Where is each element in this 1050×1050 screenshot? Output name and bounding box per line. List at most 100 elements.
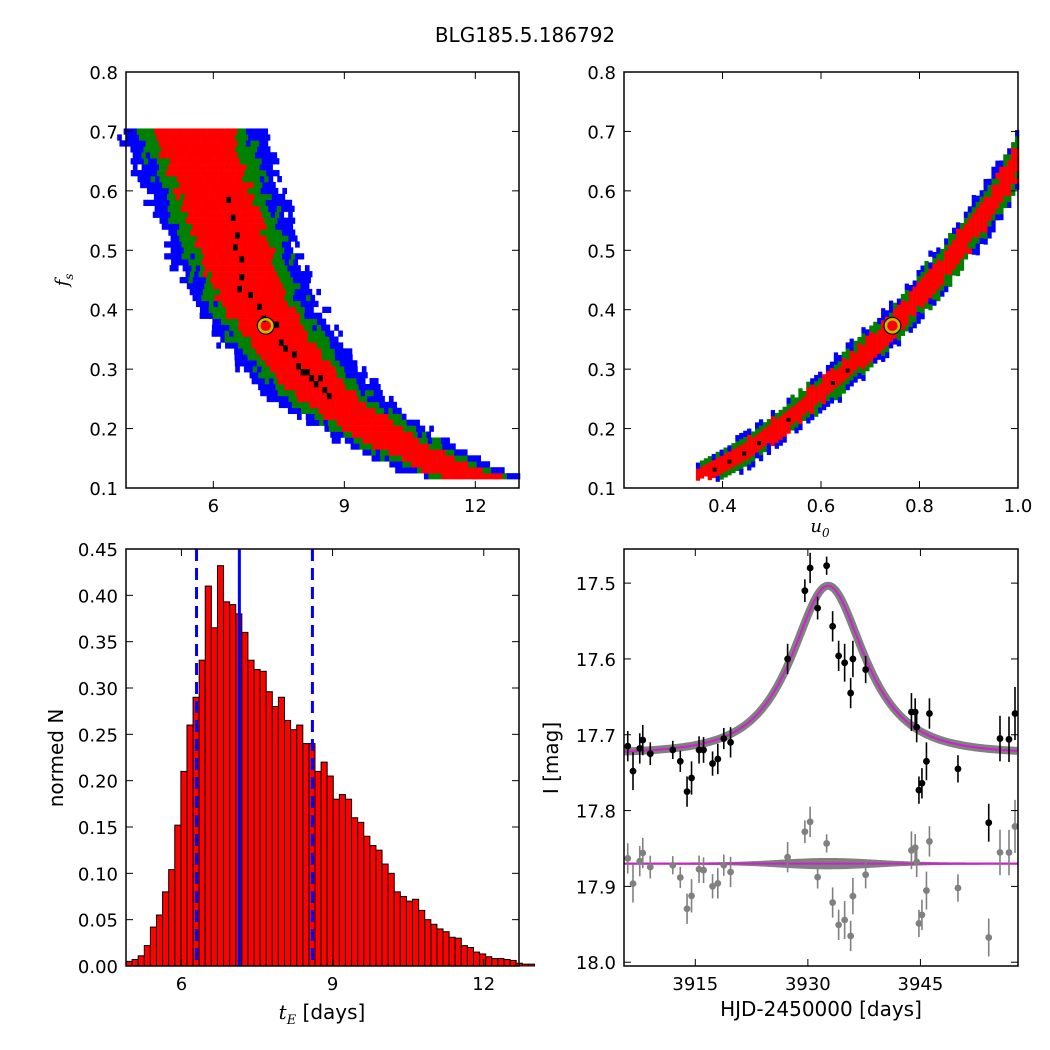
fs-u0-cell — [735, 440, 740, 448]
fs-tE-cell — [213, 211, 219, 218]
fs-tE-cell — [158, 193, 163, 201]
fs-tE-cell — [158, 205, 164, 212]
fs-u0-cell — [865, 329, 870, 336]
fs-tE-cell — [286, 312, 292, 319]
fs-tE-cell — [165, 158, 171, 165]
fs-u0-cell — [995, 184, 1000, 191]
fs-tE-cell — [280, 372, 285, 379]
fs-tE-cell — [224, 140, 229, 147]
fs-tE-cell — [139, 134, 144, 141]
fs-u0-cell — [1003, 195, 1008, 203]
fs-tE-cell — [280, 277, 285, 284]
fs-tE-cell — [467, 455, 473, 462]
fs-tE-cell — [248, 306, 253, 313]
fs-u0-cell — [979, 219, 984, 227]
fs-u0-cell — [987, 178, 992, 186]
fs-u0-cell — [936, 259, 941, 266]
fs-tE-cell — [274, 170, 280, 177]
fs-tE-cell — [375, 419, 381, 426]
fs-tE-cell — [210, 294, 215, 302]
fs-u0-cell — [703, 470, 709, 477]
fs-u0-cell — [810, 396, 815, 403]
fs-tE-cell — [185, 152, 190, 159]
fs-tE-cell — [279, 235, 285, 242]
fs-tE-cell — [304, 318, 309, 325]
tE-histogram-bar — [509, 959, 517, 967]
fs-u0-cell — [975, 231, 980, 238]
fs-tE-cell — [441, 473, 447, 480]
fs-tE-cell — [274, 306, 279, 313]
fs-tE-cell — [230, 282, 236, 290]
fs-tE-cell — [274, 282, 279, 290]
fs-tE-cell — [218, 170, 223, 177]
fs-tE-best-cell — [322, 386, 328, 394]
fs-tE-cell — [209, 211, 215, 218]
fs-tE-cell — [310, 395, 316, 403]
fs-tE-cell — [163, 164, 169, 171]
fs-tE-cell — [295, 378, 300, 385]
fs-tE-cell — [300, 360, 306, 367]
fs-tE-cell — [288, 277, 294, 284]
fs-tE-cell — [272, 271, 278, 278]
fs-tE-cell — [397, 449, 403, 456]
fs-tE-cell — [322, 407, 328, 415]
fs-tE-cell — [178, 211, 184, 218]
fs-tE-cell — [347, 431, 353, 438]
fs-tE-cell — [169, 265, 175, 272]
fs-tE-cell — [281, 229, 287, 236]
fs-tE-cell — [481, 461, 486, 468]
tE-histogram-bar — [448, 936, 456, 967]
fs-tE-cell — [294, 324, 300, 331]
fs-u0-cell — [920, 307, 925, 314]
fs-tE-cell — [264, 241, 270, 248]
fs-tE-ytick-label: 0.5 — [89, 241, 118, 262]
fs-u0-cell — [912, 286, 917, 293]
fs-tE-cell — [287, 306, 292, 313]
fs-u0-cell — [940, 260, 945, 267]
fs-u0-cell — [798, 423, 803, 431]
fs-u0-cell — [948, 280, 953, 287]
fs-tE-cell — [344, 366, 350, 373]
fs-tE-cell — [156, 134, 162, 141]
fs-tE-cell — [316, 330, 322, 337]
tE-histogram-bar — [375, 849, 383, 967]
fs-tE-cell — [237, 176, 243, 183]
fs-tE-cell — [228, 205, 234, 212]
fs-tE-cell — [191, 265, 197, 272]
fs-u0-cell — [896, 298, 902, 305]
fs-tE-cell — [252, 158, 258, 165]
fs-tE-cell — [334, 378, 340, 385]
fs-tE-cell — [195, 134, 201, 141]
fs-tE-cell — [313, 366, 319, 373]
fs-tE-cell — [323, 372, 329, 379]
fs-tE-cell — [407, 425, 413, 432]
fs-tE-cell — [220, 330, 225, 337]
fs-tE-cell — [350, 425, 356, 432]
data-point — [835, 652, 843, 660]
fs-u0-cell — [865, 359, 870, 366]
fs-tE-cell — [150, 176, 156, 183]
fs-tE-cell — [188, 235, 193, 242]
fs-tE-cell — [296, 407, 302, 415]
fs-tE-cell — [215, 193, 220, 201]
fs-tE-cell — [294, 288, 300, 296]
fs-u0-best-fit-marker — [884, 318, 901, 334]
fs-tE-cell — [258, 193, 264, 201]
fs-tE-cell — [297, 277, 303, 284]
fs-tE-cell — [393, 461, 399, 468]
fs-tE-cell — [243, 312, 248, 319]
fs-u0-cell — [766, 430, 772, 438]
fs-tE-cell — [242, 217, 248, 224]
fs-u0-cell — [881, 314, 886, 321]
fs-u0-cell — [743, 460, 748, 467]
fs-tE-cell — [296, 401, 301, 409]
fs-u0-cell — [991, 178, 996, 185]
fs-tE-cell — [385, 443, 391, 450]
fs-u0-cell — [857, 366, 862, 373]
fs-tE-cell — [214, 259, 220, 266]
fs-tE-cell — [188, 193, 194, 201]
fs-tE-cell — [178, 158, 184, 165]
fs-u0-cell — [841, 375, 846, 382]
fs-u0-cell — [912, 316, 917, 323]
fs-tE-cell — [402, 455, 407, 462]
